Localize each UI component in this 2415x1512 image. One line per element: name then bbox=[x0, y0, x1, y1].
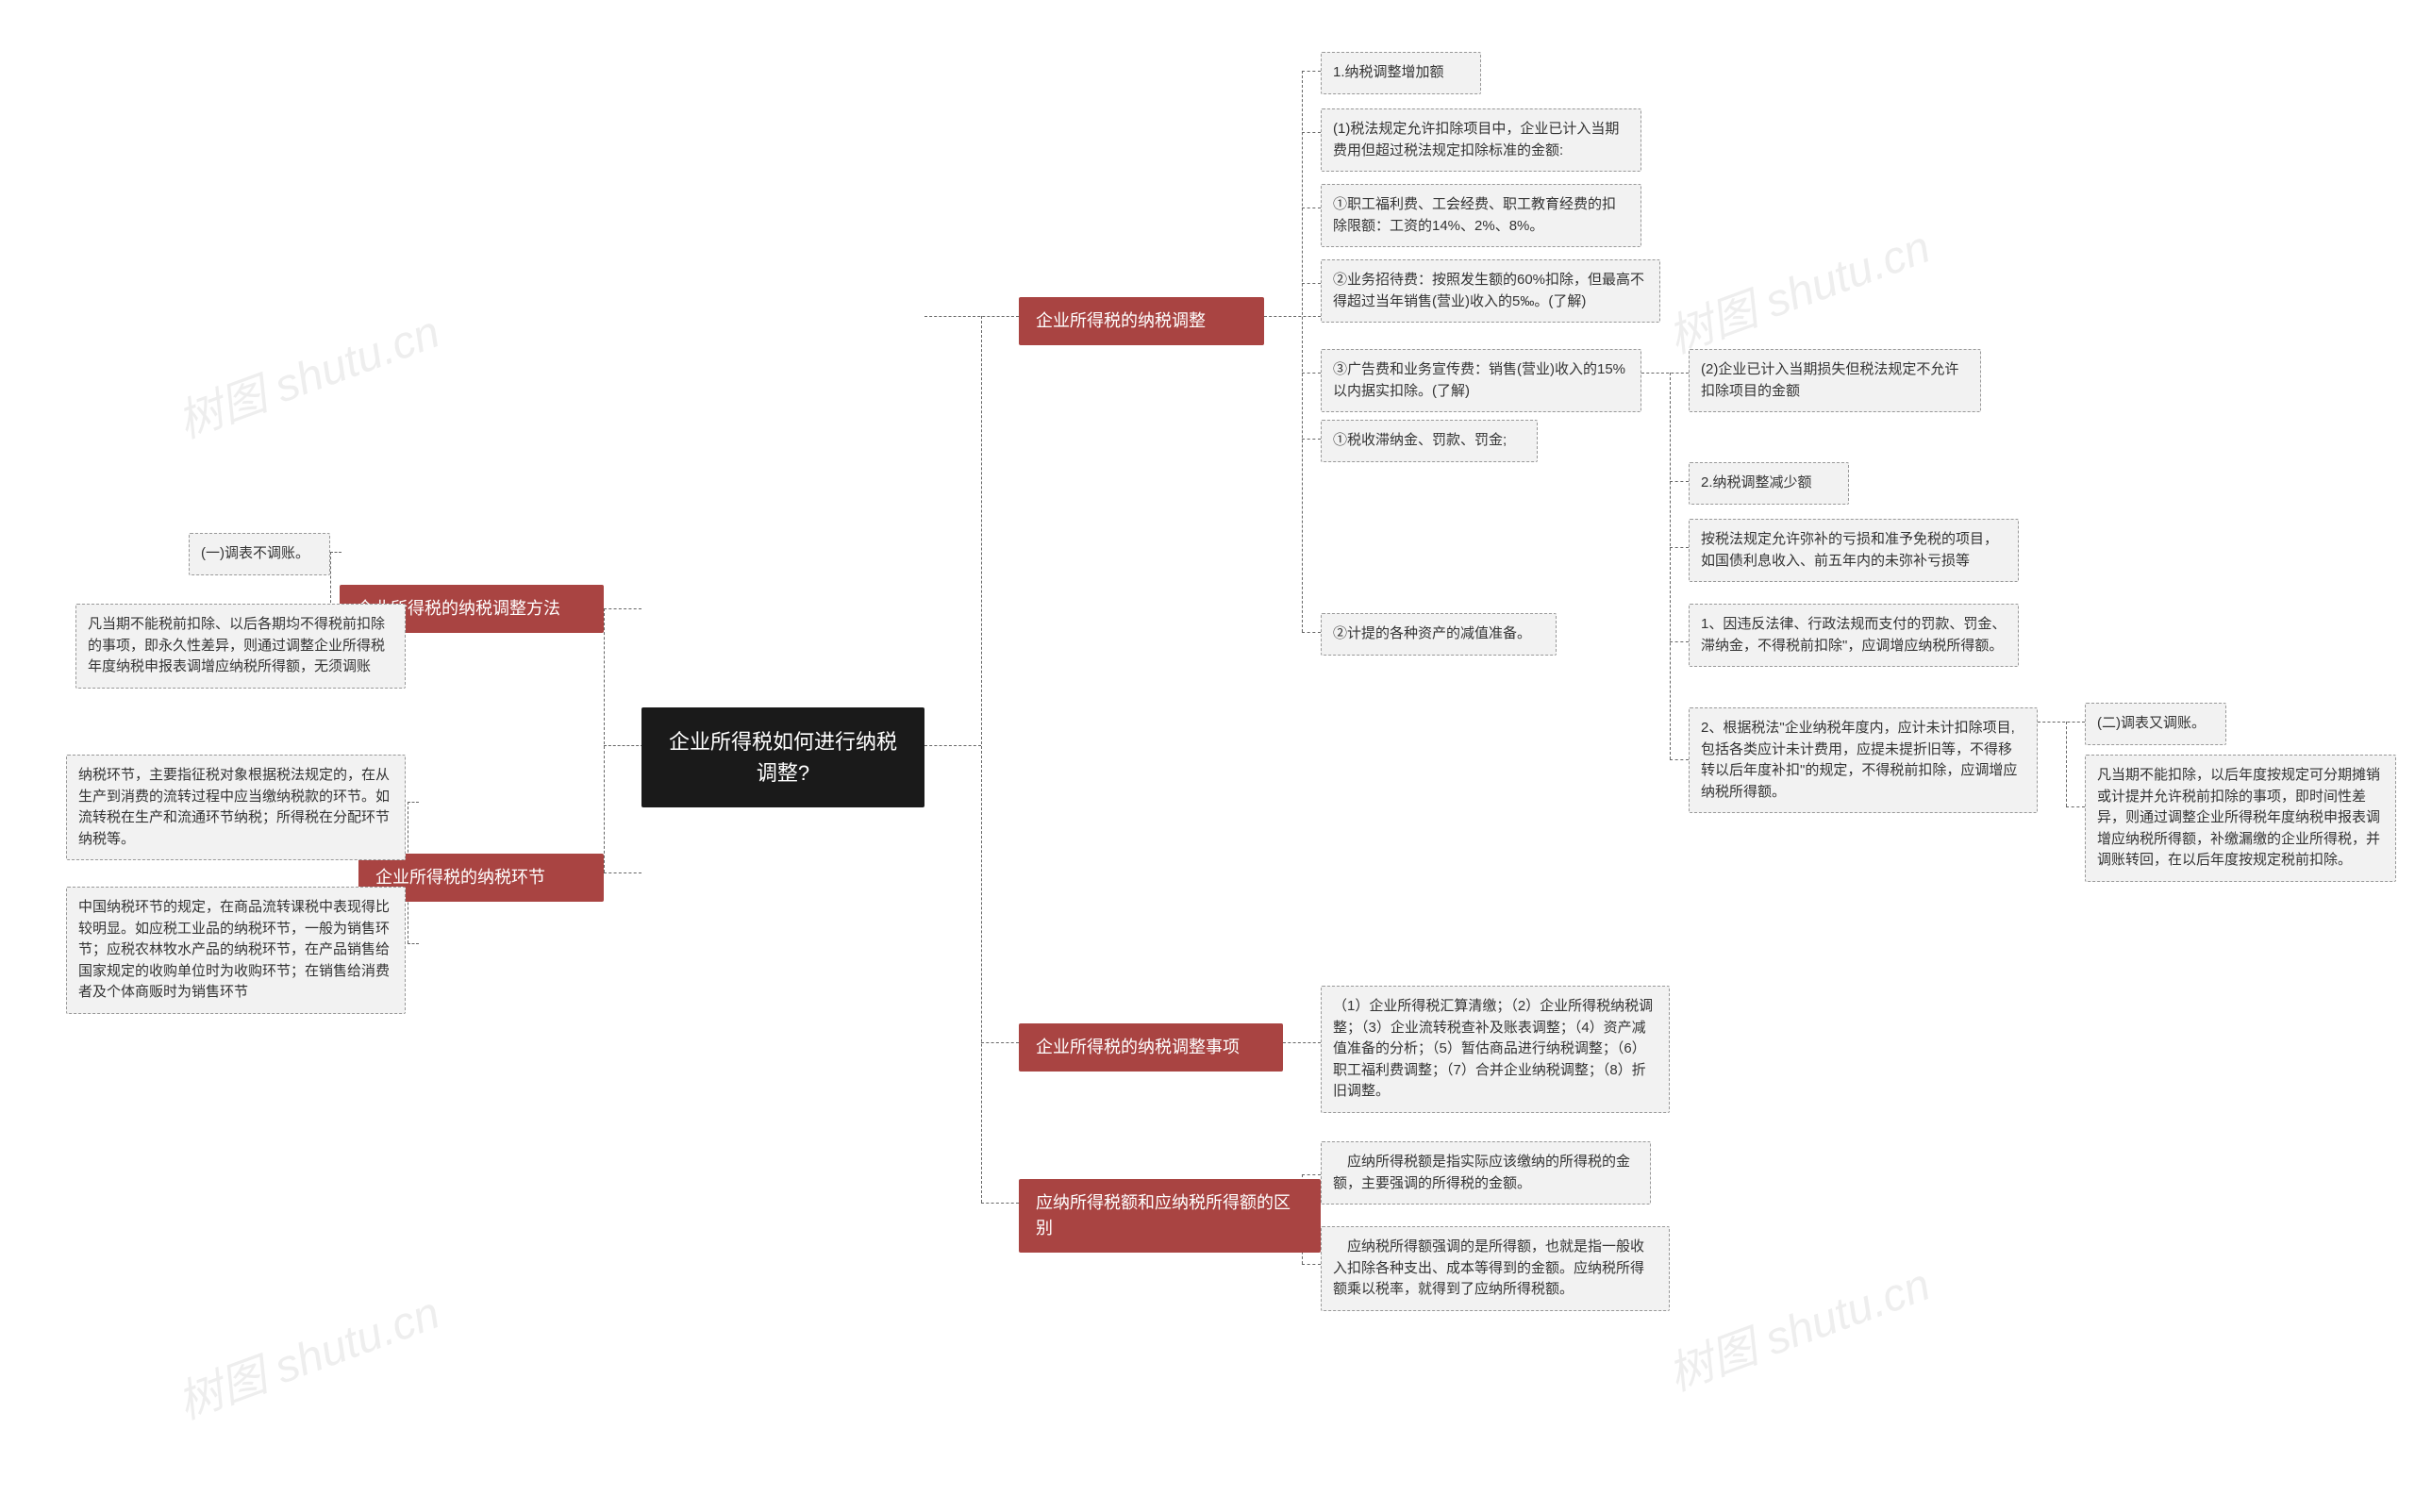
branch-label: 企业所得税的纳税调整 bbox=[1036, 311, 1206, 330]
leaf-label: ①税收滞纳金、罚款、罚金; bbox=[1333, 432, 1507, 448]
connector bbox=[1670, 759, 1689, 760]
connector bbox=[1670, 481, 1689, 482]
leaf-node[interactable]: ①税收滞纳金、罚款、罚金; bbox=[1321, 420, 1538, 462]
connector bbox=[2066, 806, 2085, 807]
connector bbox=[2038, 722, 2085, 723]
leaf-label: (二)调表又调账。 bbox=[2097, 715, 2206, 731]
leaf-label: ③广告费和业务宣传费：销售(营业)收入的15%以内据实扣除。(了解) bbox=[1333, 361, 1625, 399]
leaf-node[interactable]: ①职工福利费、工会经费、职工教育经费的扣除限额：工资的14%、2%、8%。 bbox=[1321, 184, 1641, 247]
leaf-node[interactable]: 凡当期不能税前扣除、以后各期均不得税前扣除的事项，即永久性差异，则通过调整企业所… bbox=[75, 604, 406, 689]
connector bbox=[408, 802, 419, 803]
leaf-node[interactable]: (二)调表又调账。 bbox=[2085, 703, 2226, 745]
leaf-label: 2、根据税法"企业纳税年度内，应计未计扣除项目,包括各类应计未计费用，应提未提折… bbox=[1701, 720, 2017, 800]
leaf-node[interactable]: 应纳所得税额是指实际应该缴纳的所得税的金额，主要强调的所得税的金额。 bbox=[1321, 1141, 1651, 1205]
connector bbox=[1302, 71, 1321, 72]
leaf-node[interactable]: 2、根据税法"企业纳税年度内，应计未计扣除项目,包括各类应计未计费用，应提未提折… bbox=[1689, 707, 2038, 813]
leaf-node[interactable]: 凡当期不能扣除，以后年度按规定可分期摊销或计提并允许税前扣除的事项，即时间性差异… bbox=[2085, 755, 2396, 882]
branch-node[interactable]: 应纳所得税额和应纳税所得额的区别 bbox=[1019, 1179, 1321, 1253]
connector bbox=[1302, 71, 1303, 632]
root-node[interactable]: 企业所得税如何进行纳税调整? bbox=[641, 707, 924, 807]
leaf-label: 凡当期不能扣除，以后年度按规定可分期摊销或计提并允许税前扣除的事项，即时间性差异… bbox=[2097, 767, 2380, 868]
leaf-node[interactable]: （1）企业所得税汇算清缴；（2）企业所得税纳税调整；（3）企业流转税查补及账表调… bbox=[1321, 986, 1670, 1113]
leaf-node[interactable]: (2)企业已计入当期损失但税法规定不允许扣除项目的金额 bbox=[1689, 349, 1981, 412]
connector bbox=[1670, 641, 1689, 642]
watermark: 树图 shutu.cn bbox=[167, 294, 447, 450]
branch-label: 企业所得税的纳税调整事项 bbox=[1036, 1038, 1240, 1056]
connector bbox=[1670, 547, 1689, 548]
leaf-label: (1)税法规定允许扣除项目中，企业已计入当期费用但超过税法规定扣除标准的金额: bbox=[1333, 121, 1619, 158]
connector bbox=[1264, 316, 1321, 317]
leaf-node[interactable]: 应纳税所得额强调的是所得额，也就是指一般收入扣除各种支出、成本等得到的金额。应纳… bbox=[1321, 1226, 1670, 1311]
leaf-node[interactable]: 2.纳税调整减少额 bbox=[1689, 462, 1849, 505]
connector bbox=[604, 745, 643, 746]
leaf-node[interactable]: 纳税环节，主要指征税对象根据税法规定的，在从生产到消费的流转过程中应当缴纳税款的… bbox=[66, 755, 406, 860]
connector bbox=[1302, 1174, 1321, 1175]
connector bbox=[1302, 283, 1321, 284]
watermark: 树图 shutu.cn bbox=[1657, 1247, 1938, 1403]
leaf-node[interactable]: ②计提的各种资产的减值准备。 bbox=[1321, 613, 1557, 656]
leaf-node[interactable]: ③广告费和业务宣传费：销售(营业)收入的15%以内据实扣除。(了解) bbox=[1321, 349, 1641, 412]
leaf-label: (一)调表不调账。 bbox=[201, 545, 309, 561]
leaf-node[interactable]: ②业务招待费：按照发生额的60%扣除，但最高不得超过当年销售(营业)收入的5‰。… bbox=[1321, 259, 1660, 323]
leaf-node[interactable]: (1)税法规定允许扣除项目中，企业已计入当期费用但超过税法规定扣除标准的金额: bbox=[1321, 108, 1641, 172]
leaf-node[interactable]: 1.纳税调整增加额 bbox=[1321, 52, 1481, 94]
leaf-label: ②计提的各种资产的减值准备。 bbox=[1333, 625, 1531, 641]
root-label: 企业所得税如何进行纳税调整? bbox=[669, 730, 897, 785]
leaf-label: 纳税环节，主要指征税对象根据税法规定的，在从生产到消费的流转过程中应当缴纳税款的… bbox=[78, 767, 390, 847]
connector bbox=[408, 943, 419, 944]
leaf-label: 应纳所得税额是指实际应该缴纳的所得税的金额，主要强调的所得税的金额。 bbox=[1333, 1154, 1630, 1191]
leaf-label: 凡当期不能税前扣除、以后各期均不得税前扣除的事项，即永久性差异，则通过调整企业所… bbox=[88, 616, 385, 674]
leaf-node[interactable]: 按税法规定允许弥补的亏损和准予免税的项目，如国债利息收入、前五年内的未弥补亏损等 bbox=[1689, 519, 2019, 582]
connector bbox=[924, 745, 981, 746]
connector bbox=[981, 1203, 1019, 1204]
connector bbox=[981, 1042, 1019, 1043]
connector bbox=[1302, 439, 1321, 440]
leaf-label: ①职工福利费、工会经费、职工教育经费的扣除限额：工资的14%、2%、8%。 bbox=[1333, 196, 1616, 234]
connector bbox=[604, 608, 641, 609]
leaf-label: 应纳税所得额强调的是所得额，也就是指一般收入扣除各种支出、成本等得到的金额。应纳… bbox=[1333, 1238, 1644, 1297]
leaf-node[interactable]: 中国纳税环节的规定，在商品流转课税中表现得比较明显。如应税工业品的纳税环节，一般… bbox=[66, 887, 406, 1014]
watermark: 树图 shutu.cn bbox=[167, 1275, 447, 1431]
connector bbox=[924, 316, 1019, 317]
connector bbox=[1670, 373, 1671, 759]
connector bbox=[981, 316, 982, 1203]
connector bbox=[1283, 1042, 1321, 1043]
connector bbox=[604, 872, 641, 873]
connector bbox=[1302, 1264, 1321, 1265]
connector bbox=[1641, 373, 1689, 374]
leaf-node[interactable]: (一)调表不调账。 bbox=[189, 533, 330, 575]
leaf-node[interactable]: 1、因违反法律、行政法规而支付的罚款、罚金、滞纳金，不得税前扣除"，应调增应纳税… bbox=[1689, 604, 2019, 667]
branch-label: 企业所得税的纳税环节 bbox=[375, 868, 545, 887]
connector bbox=[604, 608, 605, 872]
connector bbox=[1302, 632, 1321, 633]
leaf-label: 2.纳税调整减少额 bbox=[1701, 474, 1812, 490]
leaf-label: 1、因违反法律、行政法规而支付的罚款、罚金、滞纳金，不得税前扣除"，应调增应纳税… bbox=[1701, 616, 2006, 654]
branch-node[interactable]: 企业所得税的纳税调整事项 bbox=[1019, 1023, 1283, 1072]
leaf-label: 中国纳税环节的规定，在商品流转课税中表现得比较明显。如应税工业品的纳税环节，一般… bbox=[78, 899, 390, 1000]
leaf-label: 按税法规定允许弥补的亏损和准予免税的项目，如国债利息收入、前五年内的未弥补亏损等 bbox=[1701, 531, 1998, 569]
leaf-label: （1）企业所得税汇算清缴；（2）企业所得税纳税调整；（3）企业流转税查补及账表调… bbox=[1333, 998, 1653, 1099]
leaf-label: ②业务招待费：按照发生额的60%扣除，但最高不得超过当年销售(营业)收入的5‰。… bbox=[1333, 272, 1644, 309]
leaf-label: 1.纳税调整增加额 bbox=[1333, 64, 1444, 80]
connector bbox=[1302, 373, 1321, 374]
connector bbox=[2066, 722, 2067, 806]
connector bbox=[1302, 132, 1321, 133]
leaf-label: (2)企业已计入当期损失但税法规定不允许扣除项目的金额 bbox=[1701, 361, 1958, 399]
watermark: 树图 shutu.cn bbox=[1657, 209, 1938, 365]
connector bbox=[330, 552, 341, 553]
branch-node[interactable]: 企业所得税的纳税调整 bbox=[1019, 297, 1264, 345]
branch-label: 应纳所得税额和应纳税所得额的区别 bbox=[1036, 1193, 1291, 1238]
